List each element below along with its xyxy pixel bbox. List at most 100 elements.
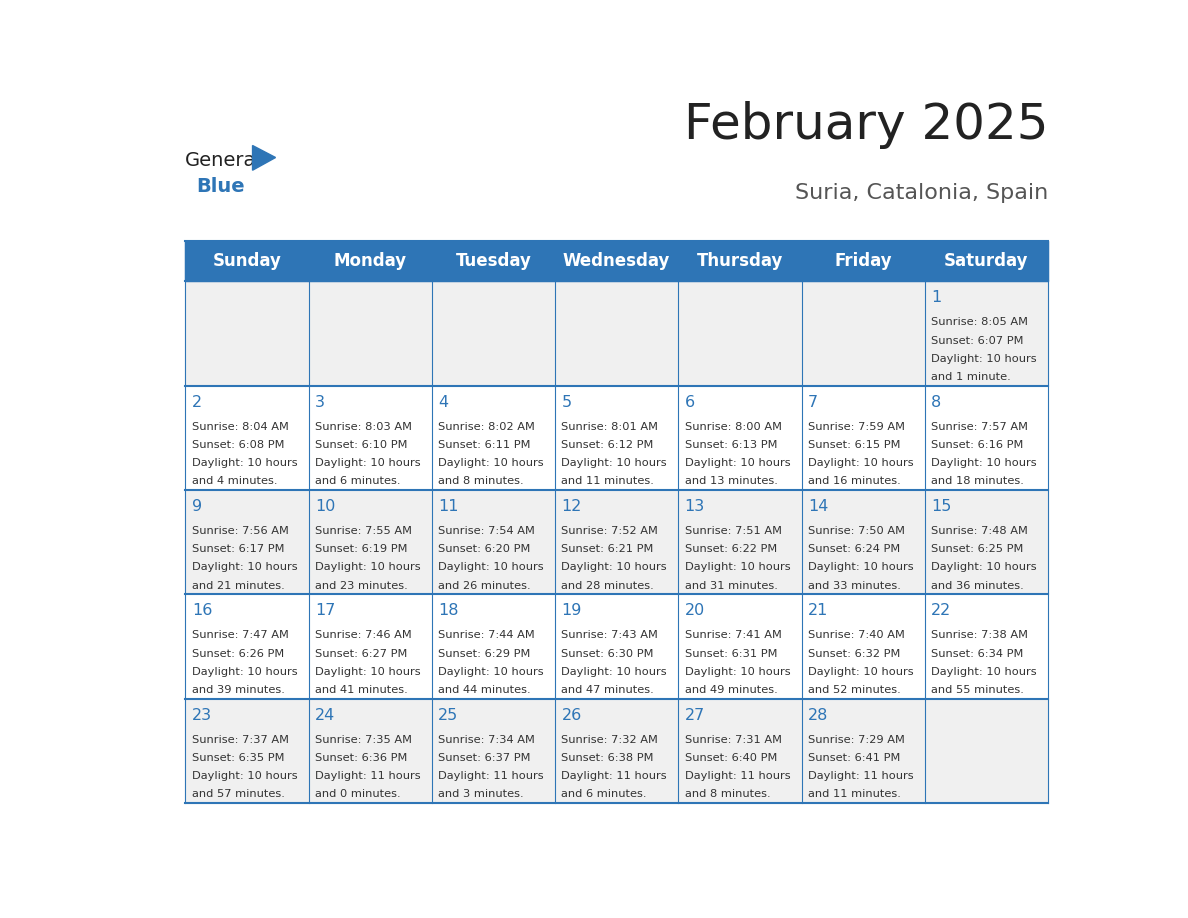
Text: Daylight: 10 hours: Daylight: 10 hours [191,666,297,677]
Text: and 8 minutes.: and 8 minutes. [684,789,770,800]
Text: 21: 21 [808,603,828,619]
Text: Monday: Monday [334,252,406,270]
Text: 26: 26 [562,708,582,722]
Text: Sunrise: 7:56 AM: Sunrise: 7:56 AM [191,526,289,536]
Text: Sunset: 6:32 PM: Sunset: 6:32 PM [808,648,901,658]
Text: Sunrise: 8:02 AM: Sunrise: 8:02 AM [438,421,535,431]
Text: and 1 minute.: and 1 minute. [931,372,1011,382]
Text: Sunset: 6:17 PM: Sunset: 6:17 PM [191,544,284,554]
Text: Sunrise: 7:50 AM: Sunrise: 7:50 AM [808,526,905,536]
Text: Daylight: 10 hours: Daylight: 10 hours [808,458,914,468]
Text: and 33 minutes.: and 33 minutes. [808,581,901,590]
Text: Sunrise: 7:31 AM: Sunrise: 7:31 AM [684,734,782,744]
Text: 8: 8 [931,395,941,409]
Text: Sunrise: 7:41 AM: Sunrise: 7:41 AM [684,631,782,640]
Text: Sunset: 6:07 PM: Sunset: 6:07 PM [931,335,1024,345]
Text: Sunrise: 7:34 AM: Sunrise: 7:34 AM [438,734,535,744]
Text: 18: 18 [438,603,459,619]
Bar [185,594,1048,699]
Text: Daylight: 11 hours: Daylight: 11 hours [315,771,421,781]
Text: Sunset: 6:22 PM: Sunset: 6:22 PM [684,544,777,554]
Text: Sunset: 6:15 PM: Sunset: 6:15 PM [808,440,901,450]
Text: 13: 13 [684,499,704,514]
Text: and 13 minutes.: and 13 minutes. [684,476,778,487]
Text: Sunset: 6:20 PM: Sunset: 6:20 PM [438,544,531,554]
Text: and 6 minutes.: and 6 minutes. [562,789,647,800]
Text: 7: 7 [808,395,819,409]
Text: Daylight: 11 hours: Daylight: 11 hours [438,771,544,781]
Text: and 4 minutes.: and 4 minutes. [191,476,277,487]
Text: Sunset: 6:30 PM: Sunset: 6:30 PM [562,648,655,658]
Text: 3: 3 [315,395,326,409]
Text: 14: 14 [808,499,828,514]
Text: and 23 minutes.: and 23 minutes. [315,581,407,590]
Text: Sunset: 6:34 PM: Sunset: 6:34 PM [931,648,1024,658]
Text: Sunset: 6:08 PM: Sunset: 6:08 PM [191,440,284,450]
Text: 10: 10 [315,499,335,514]
Text: Sunrise: 7:43 AM: Sunrise: 7:43 AM [562,631,658,640]
Text: Sunset: 6:37 PM: Sunset: 6:37 PM [438,753,531,763]
Text: and 16 minutes.: and 16 minutes. [808,476,901,487]
Text: 12: 12 [562,499,582,514]
Text: Daylight: 10 hours: Daylight: 10 hours [684,666,790,677]
Text: General: General [185,151,263,170]
Text: 15: 15 [931,499,952,514]
Text: and 18 minutes.: and 18 minutes. [931,476,1024,487]
Text: Sunset: 6:26 PM: Sunset: 6:26 PM [191,648,284,658]
Text: and 36 minutes.: and 36 minutes. [931,581,1024,590]
Text: Sunrise: 7:40 AM: Sunrise: 7:40 AM [808,631,905,640]
Text: 5: 5 [562,395,571,409]
Bar [185,241,1048,281]
Text: Daylight: 10 hours: Daylight: 10 hours [562,666,668,677]
Text: Daylight: 10 hours: Daylight: 10 hours [315,563,421,573]
Text: 27: 27 [684,708,704,722]
Text: and 57 minutes.: and 57 minutes. [191,789,285,800]
Text: and 47 minutes.: and 47 minutes. [562,685,655,695]
Text: Sunrise: 7:44 AM: Sunrise: 7:44 AM [438,631,535,640]
Text: Sunset: 6:19 PM: Sunset: 6:19 PM [315,544,407,554]
Text: Wednesday: Wednesday [563,252,670,270]
Text: Sunset: 6:27 PM: Sunset: 6:27 PM [315,648,407,658]
Text: Daylight: 10 hours: Daylight: 10 hours [931,666,1037,677]
Text: Sunrise: 7:46 AM: Sunrise: 7:46 AM [315,631,412,640]
Text: Sunset: 6:21 PM: Sunset: 6:21 PM [562,544,653,554]
Text: Sunset: 6:11 PM: Sunset: 6:11 PM [438,440,531,450]
Text: Sunrise: 7:51 AM: Sunrise: 7:51 AM [684,526,782,536]
Text: Friday: Friday [834,252,892,270]
Text: Sunrise: 8:01 AM: Sunrise: 8:01 AM [562,421,658,431]
Text: Suria, Catalonia, Spain: Suria, Catalonia, Spain [795,184,1048,204]
Text: and 52 minutes.: and 52 minutes. [808,685,901,695]
Text: Daylight: 11 hours: Daylight: 11 hours [684,771,790,781]
Text: Daylight: 10 hours: Daylight: 10 hours [191,458,297,468]
Text: Sunrise: 7:52 AM: Sunrise: 7:52 AM [562,526,658,536]
Text: Sunrise: 8:05 AM: Sunrise: 8:05 AM [931,318,1029,328]
Text: Sunset: 6:40 PM: Sunset: 6:40 PM [684,753,777,763]
Text: Daylight: 10 hours: Daylight: 10 hours [438,666,544,677]
Text: Sunset: 6:38 PM: Sunset: 6:38 PM [562,753,655,763]
Text: Daylight: 10 hours: Daylight: 10 hours [931,563,1037,573]
Text: and 0 minutes.: and 0 minutes. [315,789,400,800]
Text: Daylight: 10 hours: Daylight: 10 hours [315,666,421,677]
Text: Sunrise: 7:38 AM: Sunrise: 7:38 AM [931,631,1029,640]
Text: 2: 2 [191,395,202,409]
Text: Blue: Blue [196,177,245,196]
Text: Daylight: 10 hours: Daylight: 10 hours [931,353,1037,364]
Text: and 39 minutes.: and 39 minutes. [191,685,285,695]
Text: Sunset: 6:36 PM: Sunset: 6:36 PM [315,753,407,763]
Text: Sunset: 6:41 PM: Sunset: 6:41 PM [808,753,901,763]
Text: Sunset: 6:24 PM: Sunset: 6:24 PM [808,544,901,554]
Text: Daylight: 10 hours: Daylight: 10 hours [191,771,297,781]
Text: 6: 6 [684,395,695,409]
Text: 24: 24 [315,708,335,722]
Text: Daylight: 11 hours: Daylight: 11 hours [808,771,914,781]
Text: and 3 minutes.: and 3 minutes. [438,789,524,800]
Text: and 49 minutes.: and 49 minutes. [684,685,777,695]
Text: 1: 1 [931,290,941,306]
Text: February 2025: February 2025 [683,101,1048,149]
Text: Sunset: 6:16 PM: Sunset: 6:16 PM [931,440,1024,450]
Text: Daylight: 10 hours: Daylight: 10 hours [562,563,668,573]
Text: Sunrise: 7:47 AM: Sunrise: 7:47 AM [191,631,289,640]
Text: and 11 minutes.: and 11 minutes. [562,476,655,487]
Text: Sunset: 6:13 PM: Sunset: 6:13 PM [684,440,777,450]
Text: Daylight: 10 hours: Daylight: 10 hours [684,458,790,468]
